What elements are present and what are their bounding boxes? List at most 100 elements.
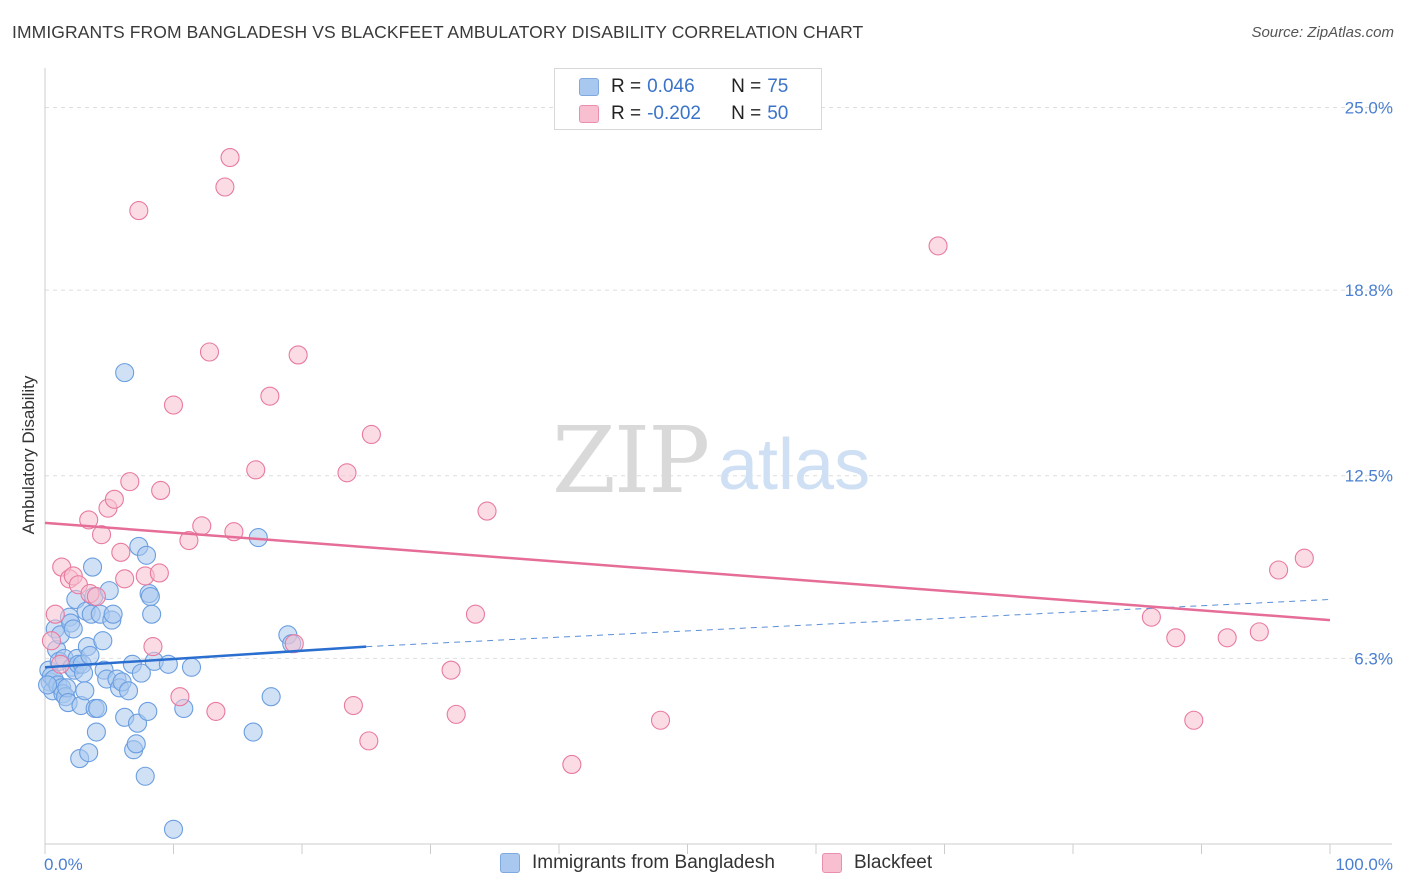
blackfeet-point <box>129 201 149 221</box>
bangladesh-point <box>135 766 155 786</box>
blackfeet-point <box>288 345 308 365</box>
blackfeet-point <box>215 177 235 197</box>
bottom-legend-blackfeet: Blackfeet <box>822 852 932 874</box>
bangladesh-point <box>93 631 113 651</box>
blackfeet-trend-line <box>44 521 1331 622</box>
blackfeet-point <box>359 731 379 751</box>
y-tick-label: 12.5% <box>1345 467 1393 486</box>
blackfeet-point <box>206 701 226 721</box>
legend-r-value: -0.202 <box>647 103 701 124</box>
tick-labels: 6.3% 12.5% 18.8% 25.0% 0.0% 100.0% <box>44 98 1393 874</box>
bangladesh-point <box>88 698 108 719</box>
x-tick-label: 100.0% <box>1335 855 1393 874</box>
bangladesh-point <box>103 604 123 624</box>
blackfeet-point <box>446 704 466 724</box>
bangladesh-trend-extension <box>366 598 1331 648</box>
legend-n-label: N = <box>731 103 762 124</box>
blackfeet-point <box>199 342 220 362</box>
watermark-atlas: atlas <box>718 425 870 505</box>
bangladesh-point <box>140 586 160 607</box>
bangladesh-point <box>136 545 157 565</box>
x-tick-label: 0.0% <box>44 855 83 874</box>
bangladesh-point <box>261 687 281 707</box>
blackfeet-point <box>149 563 169 583</box>
bangladesh-point <box>163 819 184 839</box>
blackfeet-point <box>91 525 112 545</box>
bangladesh-point <box>118 681 139 701</box>
blackfeet-point <box>151 480 171 501</box>
bangladesh-point <box>181 657 202 677</box>
blackfeet-point <box>562 754 582 775</box>
data-points <box>38 147 1314 839</box>
bangladesh-point <box>126 734 146 754</box>
legend-row-bangladesh: R = 0.046 N = 75 <box>579 75 788 99</box>
bottom-legend-label-blackfeet: Blackfeet <box>854 852 933 873</box>
watermark: ZIP atlas <box>552 407 870 514</box>
blackfeet-point <box>928 236 948 256</box>
blackfeet-point <box>86 586 106 607</box>
bangladesh-point <box>243 722 263 742</box>
bangladesh-point <box>82 557 103 577</box>
blackfeet-point <box>41 631 61 651</box>
bottom-legend-swatch-blackfeet <box>822 853 842 873</box>
source-label: Source: ZipAtlas.com <box>1251 24 1394 41</box>
blackfeet-point <box>1269 560 1289 580</box>
blackfeet-point <box>120 472 140 492</box>
legend-r-label: R = <box>611 103 642 124</box>
legend-n-label: N = <box>731 76 762 97</box>
blackfeet-point <box>465 604 486 624</box>
chart-title: IMMIGRANTS FROM BANGLADESH VS BLACKFEET … <box>12 22 864 42</box>
bangladesh-point <box>63 619 83 639</box>
bangladesh-point <box>75 681 95 701</box>
legend-r-value: 0.046 <box>647 76 695 97</box>
blackfeet-point <box>45 604 65 624</box>
y-tick-label: 25.0% <box>1345 98 1393 117</box>
blackfeet-point <box>337 463 357 483</box>
blackfeet-point <box>1141 607 1161 627</box>
y-tick-label: 18.8% <box>1345 281 1393 300</box>
blackfeet-point <box>192 516 212 536</box>
bangladesh-point <box>86 722 106 742</box>
bangladesh-point <box>115 363 135 383</box>
bangladesh-point <box>131 663 151 683</box>
blackfeet-point <box>220 147 240 168</box>
blackfeet-point <box>170 687 190 707</box>
legend-swatch-blackfeet <box>579 105 599 123</box>
grid-lines <box>45 106 1392 659</box>
bangladesh-trend-line <box>44 645 367 669</box>
blackfeet-point <box>1217 628 1237 648</box>
bangladesh-point <box>38 675 58 695</box>
blackfeet-point <box>50 654 70 674</box>
legend-n-value: 50 <box>767 103 789 124</box>
bangladesh-point <box>138 701 158 721</box>
blackfeet-point <box>143 637 163 657</box>
legend-row-blackfeet: R = -0.202 N = 50 <box>579 102 788 126</box>
blackfeet-point <box>163 395 184 415</box>
blackfeet-point <box>441 660 461 680</box>
blackfeet-point <box>1184 710 1204 730</box>
legend-n-value: 75 <box>767 76 789 97</box>
blackfeet-point <box>343 695 363 716</box>
blackfeet-point <box>650 710 671 730</box>
blackfeet-point <box>111 542 131 562</box>
correlation-legend: R = 0.046 N = 75 R = -0.202 N = 50 <box>554 68 822 130</box>
blackfeet-point <box>115 569 135 589</box>
blackfeet-point <box>477 501 497 521</box>
blackfeet-point <box>284 634 304 654</box>
blackfeet-point <box>361 424 381 445</box>
blackfeet-point <box>179 530 199 551</box>
blackfeet-point <box>1166 628 1186 648</box>
bottom-legend-label-bangladesh: Immigrants from Bangladesh <box>532 852 775 873</box>
y-axis-label: Ambulatory Disability <box>19 375 38 534</box>
legend-r-label: R = <box>611 76 642 97</box>
trend-lines <box>44 521 1331 669</box>
blackfeet-point <box>1249 622 1269 642</box>
blackfeet-point <box>1294 548 1314 568</box>
watermark-zip: ZIP <box>552 407 708 514</box>
blackfeet-point <box>104 489 124 509</box>
bangladesh-point <box>79 743 99 763</box>
y-tick-label: 6.3% <box>1354 649 1393 668</box>
bottom-legend-bangladesh: Immigrants from Bangladesh <box>500 852 775 874</box>
bangladesh-point <box>80 645 100 665</box>
